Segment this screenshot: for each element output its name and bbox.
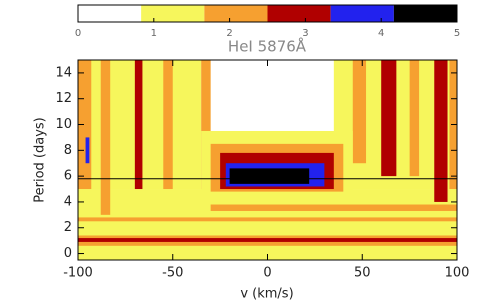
contour-region bbox=[100, 60, 111, 215]
y-tick-label: 2 bbox=[64, 220, 72, 235]
contour-region bbox=[78, 217, 457, 222]
y-tick-label: 0 bbox=[64, 246, 72, 261]
colorbar-tick-label: 0 bbox=[75, 28, 81, 39]
colorbar-tick-label: 5 bbox=[454, 28, 460, 39]
x-tick-label: -50 bbox=[162, 266, 183, 281]
x-axis-label: v (km/s) bbox=[240, 287, 293, 302]
colorbar-segment bbox=[141, 5, 205, 22]
contour-region bbox=[409, 60, 420, 177]
contour-region bbox=[163, 60, 173, 190]
colorbar-tick-label: 3 bbox=[302, 28, 308, 39]
contour-region bbox=[210, 204, 457, 211]
contour-region bbox=[381, 60, 397, 177]
contour-region bbox=[434, 60, 448, 202]
y-tick-label: 12 bbox=[55, 91, 72, 106]
x-tick-label: 100 bbox=[445, 266, 470, 281]
chart-title: HeI 5876Å bbox=[228, 37, 307, 56]
contour-region bbox=[352, 60, 367, 164]
x-tick-label: 50 bbox=[354, 266, 371, 281]
y-tick-label: 10 bbox=[55, 117, 72, 132]
contour-region bbox=[201, 60, 211, 190]
colorbar-frame bbox=[77, 4, 458, 23]
y-tick-label: 14 bbox=[55, 65, 72, 80]
contour-region bbox=[85, 137, 90, 164]
y-axis-label: Period (days) bbox=[33, 117, 48, 203]
x-tick-label: 0 bbox=[263, 266, 271, 281]
contour-region bbox=[78, 189, 457, 260]
colorbar-tick-label: 1 bbox=[151, 28, 157, 39]
y-tick-label: 8 bbox=[64, 143, 72, 158]
colorbar-segment bbox=[393, 5, 457, 22]
x-tick-label: -100 bbox=[63, 266, 93, 281]
y-tick-label: 4 bbox=[64, 194, 72, 209]
colorbar-segment bbox=[330, 5, 394, 22]
colorbar-segment bbox=[78, 5, 142, 22]
contour-region bbox=[134, 60, 143, 190]
contour-region bbox=[229, 168, 310, 184]
colorbar-segment bbox=[267, 5, 331, 22]
colorbar-tick-label: 4 bbox=[378, 28, 384, 39]
y-tick-label: 6 bbox=[64, 169, 72, 184]
colorbar-segment bbox=[204, 5, 268, 22]
colorbar-tick-label: 2 bbox=[226, 28, 232, 39]
contour-region bbox=[78, 238, 457, 242]
